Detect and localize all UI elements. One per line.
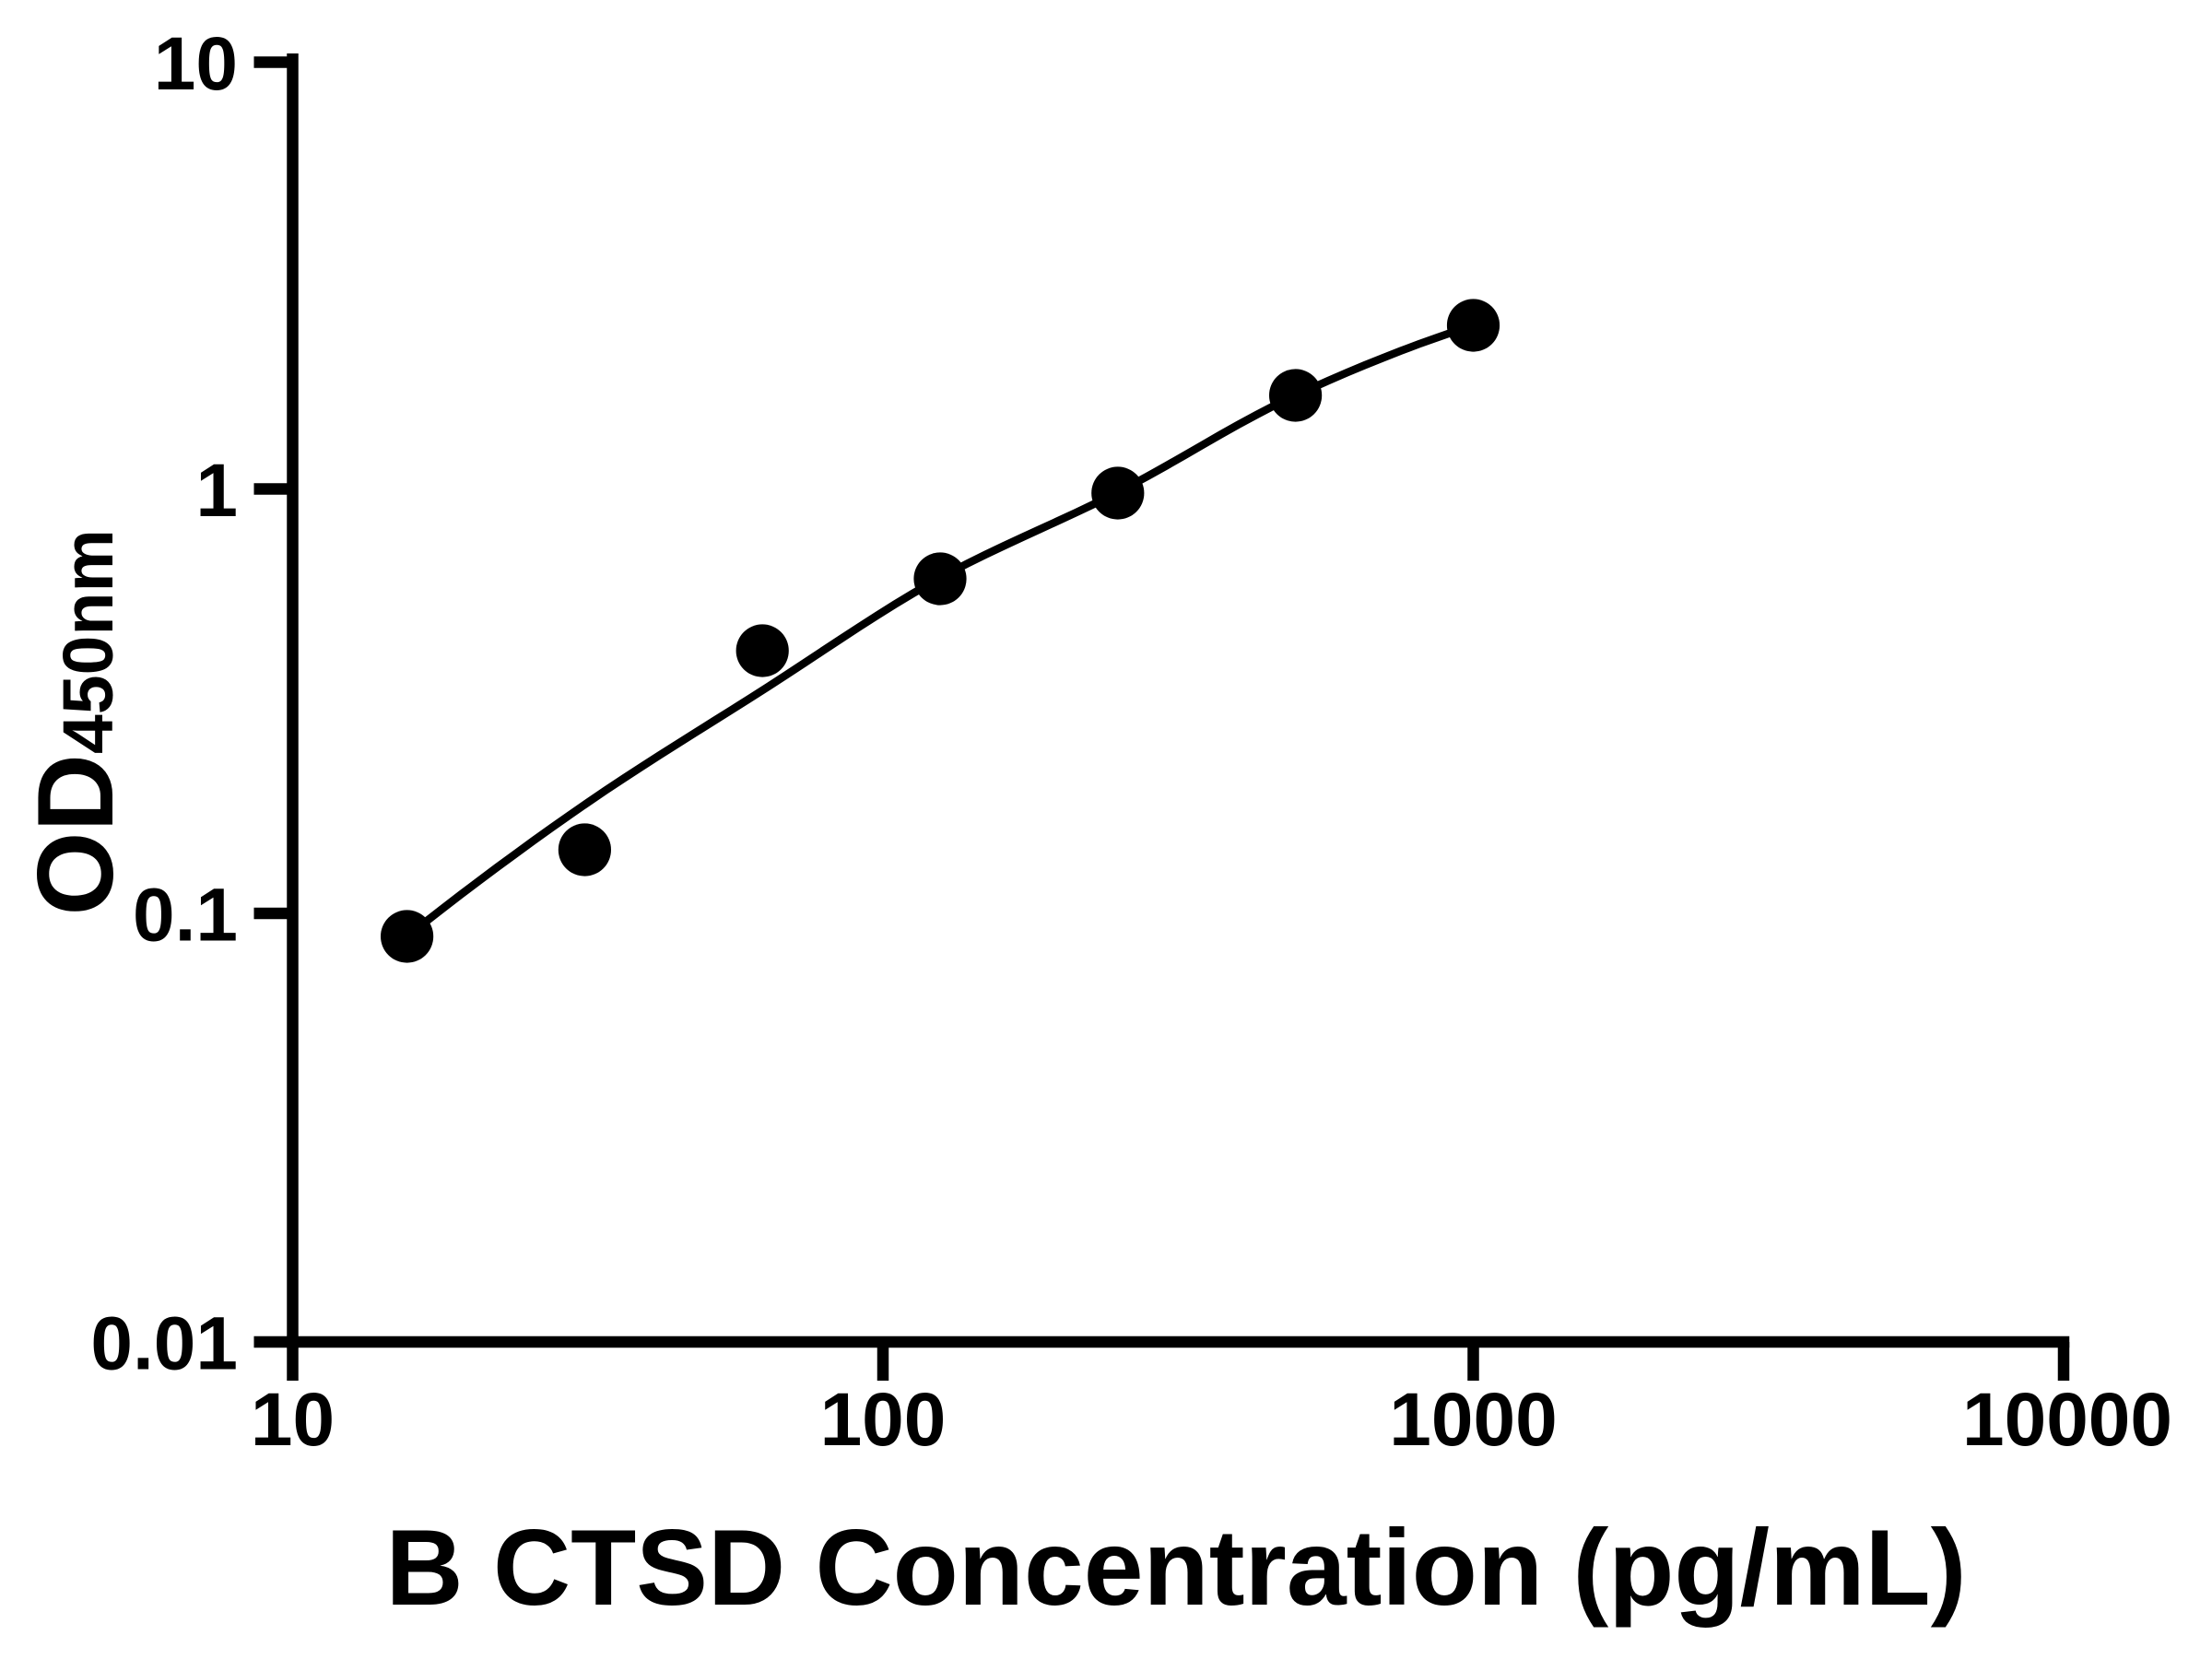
- svg-text:10: 10: [154, 22, 238, 106]
- svg-text:10000: 10000: [1962, 1378, 2172, 1462]
- svg-text:0.1: 0.1: [133, 874, 238, 958]
- svg-text:1000: 1000: [1389, 1378, 1557, 1462]
- svg-text:100: 100: [820, 1378, 947, 1462]
- svg-text:10: 10: [251, 1378, 335, 1462]
- svg-text:0.01: 0.01: [90, 1302, 238, 1386]
- svg-text:1: 1: [195, 449, 238, 533]
- svg-text:B CTSD Concentration (pg/mL): B CTSD Concentration (pg/mL): [385, 1508, 1966, 1628]
